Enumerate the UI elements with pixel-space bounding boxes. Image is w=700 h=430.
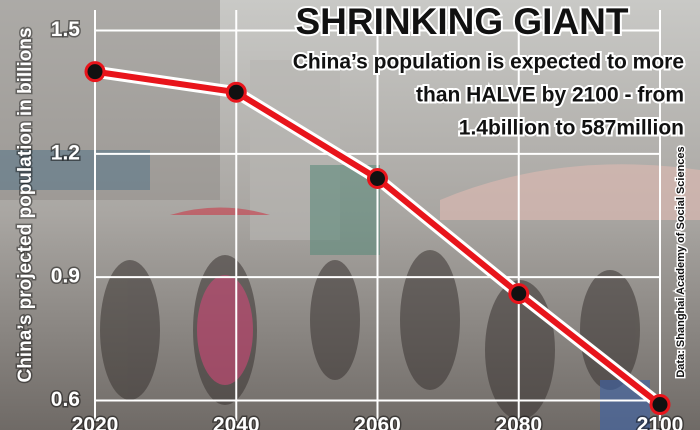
x-tick-label: 2040 [213,414,260,430]
data-point [367,168,388,190]
y-tick-label: 1.5 [51,18,81,41]
x-tick-label: 2080 [495,414,542,430]
y-axis-label: China’s projected population in billions [15,27,36,382]
y-tick-label: 1.2 [51,141,80,164]
plot [84,61,671,416]
grid [94,10,661,421]
data-point [84,61,106,83]
subtitle-line: China’s population is expected to more [293,51,684,74]
chart-title: SHRINKING GIANT [296,1,629,42]
subtitle-line: 1.4billion to 587million [459,117,684,140]
subtitle-line: than HALVE by 2100 - from [416,84,684,107]
x-tick-label: 2100 [637,414,684,430]
data-point [225,81,247,103]
data-point [508,283,530,305]
y-tick-label: 0.6 [51,388,80,411]
source-note: Data: Shanghai Academy of Social Science… [675,146,687,377]
y-tick-label: 0.9 [51,265,80,288]
data-point [649,394,671,416]
x-tick-label: 2020 [72,414,119,430]
x-tick-label: 2060 [354,414,401,430]
